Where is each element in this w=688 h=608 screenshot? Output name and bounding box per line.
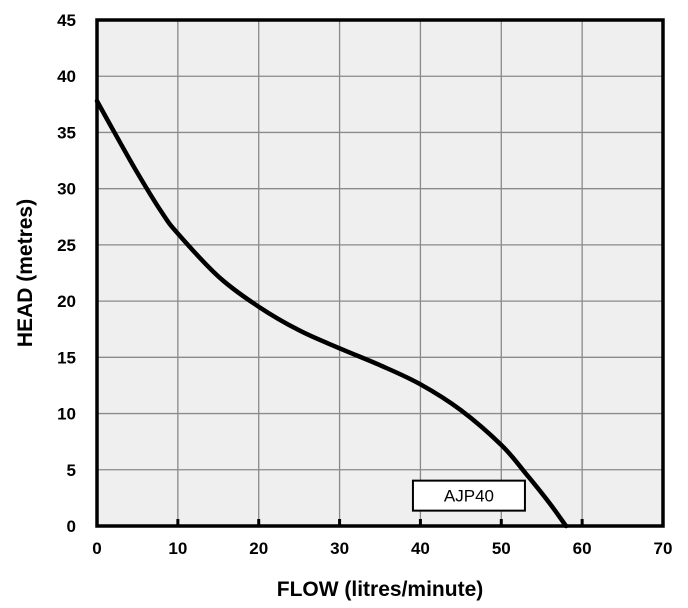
- x-tick-label: 60: [573, 539, 592, 558]
- x-tick-label: 50: [492, 539, 511, 558]
- y-tick-label: 45: [57, 11, 76, 30]
- y-tick-label: 5: [67, 461, 76, 480]
- plot-area: [97, 20, 663, 526]
- series-layer: [94, 98, 569, 529]
- x-tick-label: 0: [92, 539, 101, 558]
- y-tick-labels: 0 5 10 15 20 25 30 35 40 45: [57, 11, 76, 536]
- y-tick-label: 15: [57, 348, 76, 367]
- x-tick-label: 20: [249, 539, 268, 558]
- y-tick-label: 10: [57, 405, 76, 424]
- x-tick-labels: 0 10 20 30 40 50 60 70: [92, 539, 672, 558]
- x-axis-title: FLOW (litres/minute): [277, 578, 484, 601]
- y-tick-label: 20: [57, 292, 76, 311]
- plot-border: [95, 18, 665, 528]
- y-tick-label: 25: [57, 236, 76, 255]
- x-tick-label: 70: [654, 539, 673, 558]
- y-axis-title: HEAD (metres): [14, 199, 37, 347]
- annotations: AJP40: [411, 479, 526, 512]
- y-tick-label: 35: [57, 123, 76, 142]
- y-tick-label: 0: [67, 517, 76, 536]
- x-tick-label: 30: [330, 539, 349, 558]
- x-tick-label: 40: [411, 539, 430, 558]
- grid: [97, 20, 663, 526]
- series-label-text: AJP40: [444, 487, 494, 506]
- y-tick-label: 40: [57, 67, 76, 86]
- y-tick-label: 30: [57, 180, 76, 199]
- x-tick-label: 10: [168, 539, 187, 558]
- series-label-box: [411, 479, 526, 512]
- series-line-ajp40: [94, 98, 569, 529]
